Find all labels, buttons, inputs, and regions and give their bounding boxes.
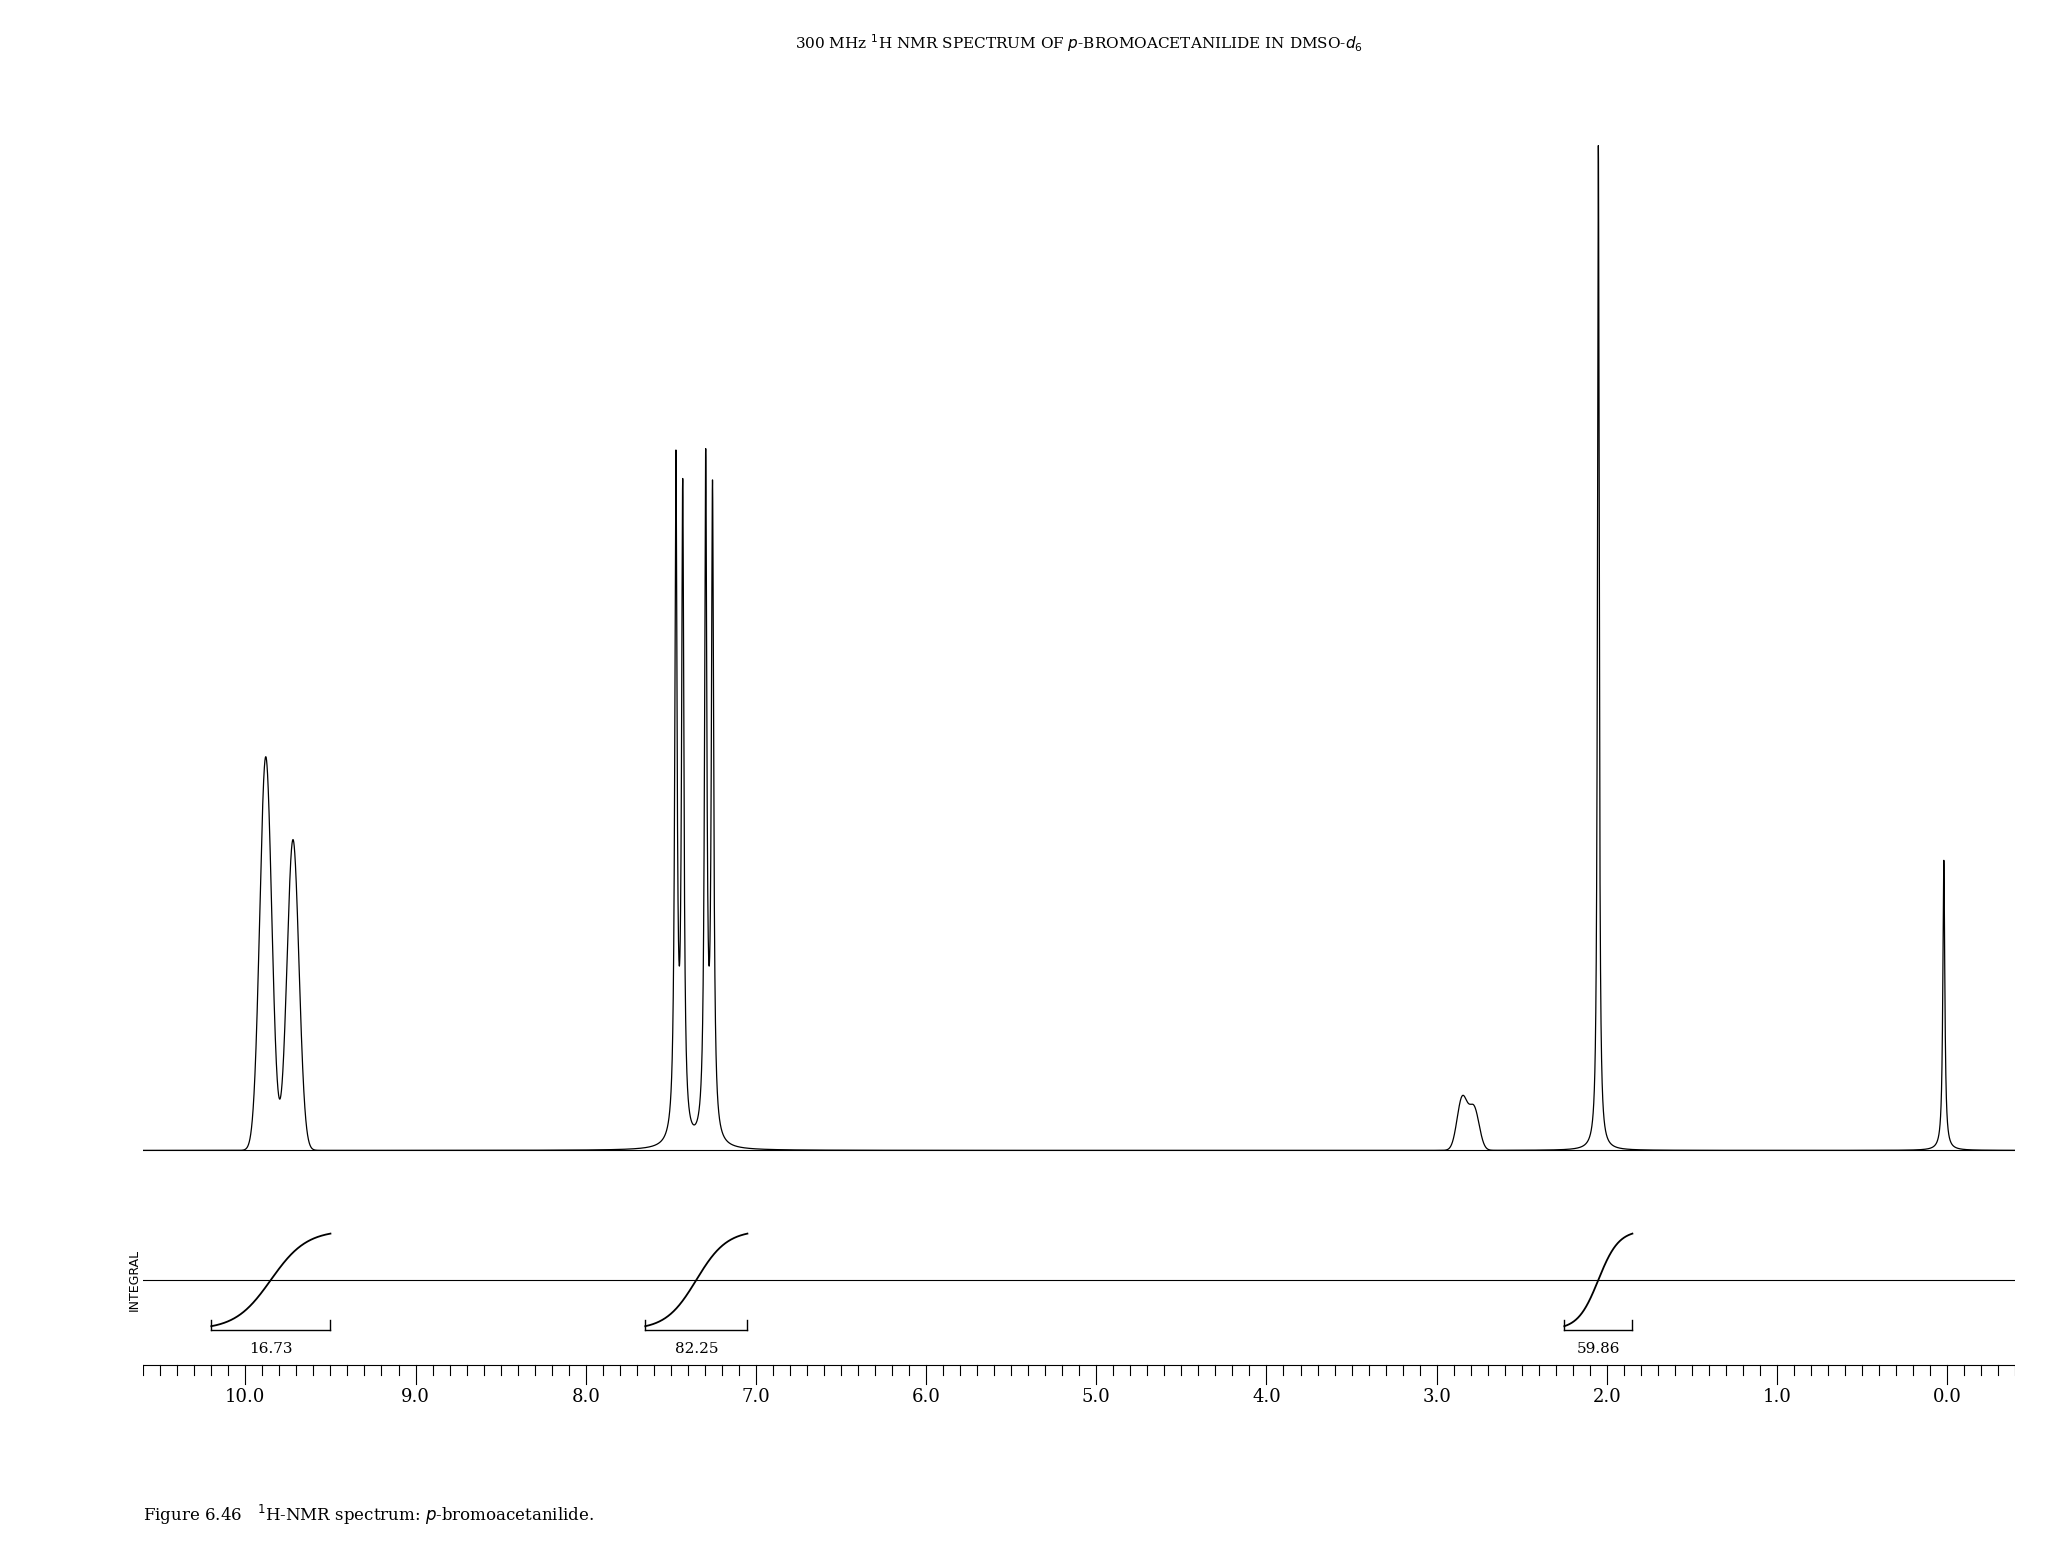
Text: INTEGRAL: INTEGRAL	[129, 1248, 141, 1311]
Text: 10.0: 10.0	[225, 1387, 266, 1406]
Text: Figure 6.46   $^{1}$H-NMR spectrum: $p$-bromoacetanilide.: Figure 6.46 $^{1}$H-NMR spectrum: $p$-br…	[143, 1503, 593, 1527]
Text: 6.0: 6.0	[913, 1387, 941, 1406]
Text: 9.0: 9.0	[401, 1387, 430, 1406]
Text: 16.73: 16.73	[250, 1342, 293, 1356]
Text: 5.0: 5.0	[1082, 1387, 1111, 1406]
Text: 0.0: 0.0	[1933, 1387, 1962, 1406]
Text: 7.0: 7.0	[741, 1387, 769, 1406]
Title: 300 MHz $^{1}$H NMR SPECTRUM OF $p$-BROMOACETANILIDE IN DMSO-$d_{6}$: 300 MHz $^{1}$H NMR SPECTRUM OF $p$-BROM…	[796, 31, 1363, 53]
Text: 82.25: 82.25	[675, 1342, 718, 1356]
Text: 2.0: 2.0	[1592, 1387, 1620, 1406]
Text: 4.0: 4.0	[1252, 1387, 1281, 1406]
Text: 8.0: 8.0	[571, 1387, 599, 1406]
Text: 59.86: 59.86	[1577, 1342, 1620, 1356]
Text: 1.0: 1.0	[1762, 1387, 1792, 1406]
Text: 3.0: 3.0	[1422, 1387, 1451, 1406]
